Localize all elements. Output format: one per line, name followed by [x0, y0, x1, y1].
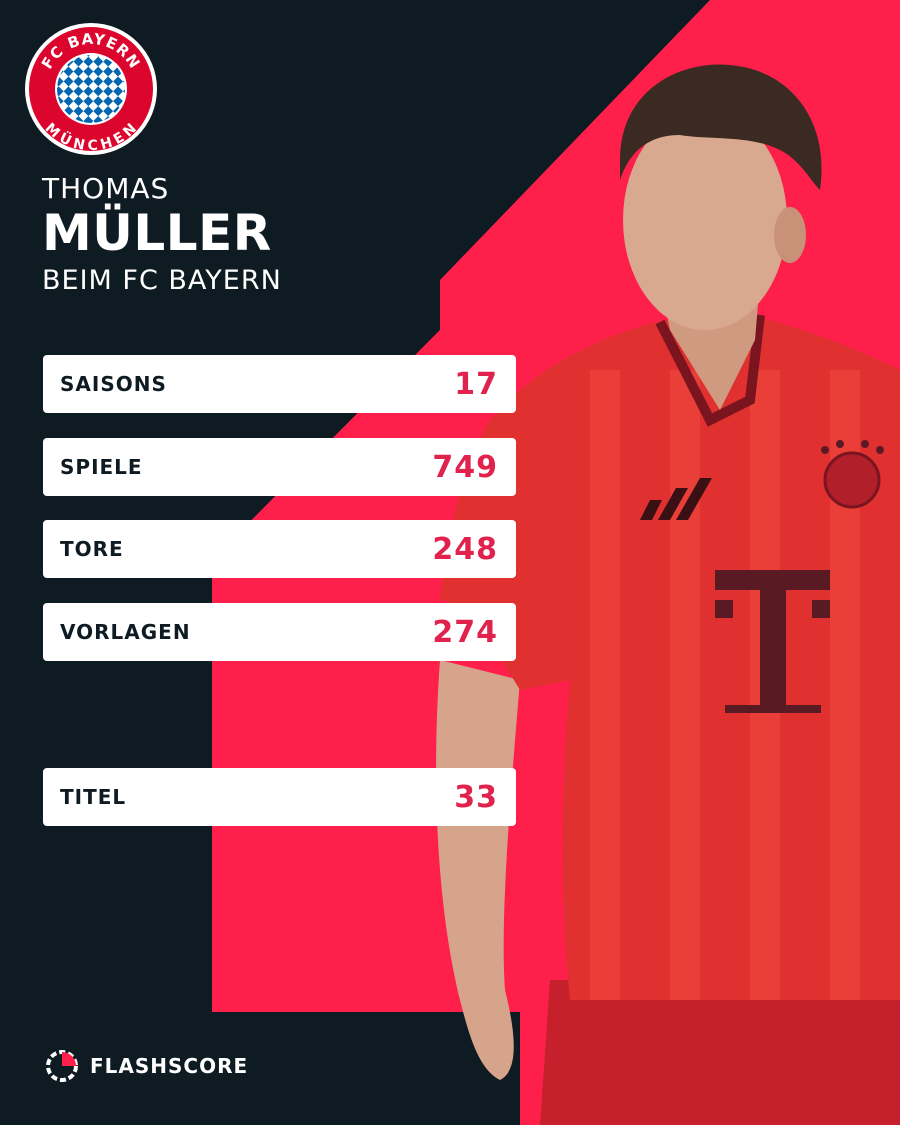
stat-label: SAISONS [60, 372, 167, 396]
stat-row-spiele: SPIELE 749 [43, 438, 516, 496]
jersey-collar [655, 314, 765, 427]
player-ear [774, 207, 806, 263]
flashscore-logo-icon [46, 1050, 78, 1082]
stat-row-titel: TITEL 33 [43, 768, 516, 826]
player-shorts [540, 980, 900, 1125]
stat-label: SPIELE [60, 455, 143, 479]
stat-label: TITEL [60, 785, 127, 809]
jersey-stars-icon [821, 440, 884, 454]
flashscore-brand: FLASHSCORE [44, 1048, 248, 1084]
player-hair [620, 64, 822, 190]
brand-name: FLASHSCORE [90, 1054, 249, 1078]
stat-label: VORLAGEN [60, 620, 191, 644]
player-jersey [440, 315, 900, 1000]
fc-bayern-crest-icon: FC BAYERN MÜNCHEN [25, 23, 157, 155]
stat-row-tore: TORE 248 [43, 520, 516, 578]
stat-value: 17 [454, 366, 498, 402]
player-arm [436, 660, 520, 1080]
player-first-name: THOMAS [42, 172, 170, 205]
stat-value: 248 [432, 531, 498, 567]
stat-value: 749 [432, 449, 498, 485]
stat-value: 274 [432, 614, 498, 650]
stat-value: 33 [454, 779, 498, 815]
player-photo [436, 64, 900, 1125]
red-left-band [212, 520, 272, 1012]
telekom-t-icon [715, 570, 830, 713]
subtitle: BEIM FC BAYERN [42, 264, 282, 296]
title-block: THOMAS MÜLLER BEIM FC BAYERN [42, 172, 282, 296]
adidas-icon [640, 478, 712, 520]
jersey-crest-icon [823, 451, 881, 509]
player-last-name: MÜLLER [42, 204, 272, 262]
stat-label: TORE [60, 537, 124, 561]
stat-row-vorlagen: VORLAGEN 274 [43, 603, 516, 661]
stat-row-saisons: SAISONS 17 [43, 355, 516, 413]
player-head [623, 110, 787, 330]
